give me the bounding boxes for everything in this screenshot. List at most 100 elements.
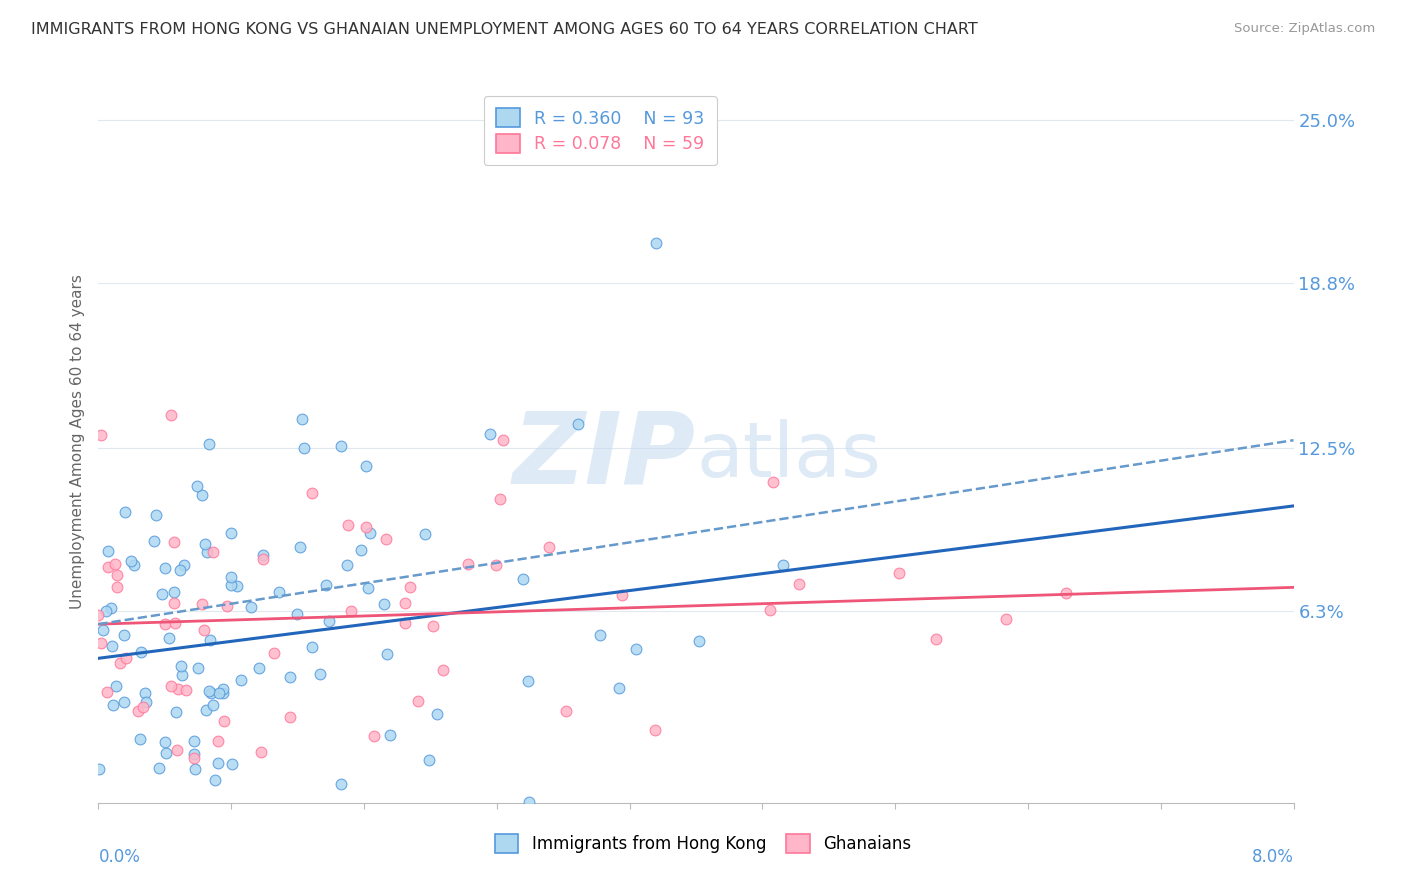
Point xyxy=(380,728,402,742)
Point xyxy=(215,599,238,614)
Point xyxy=(197,437,219,451)
Point xyxy=(87,762,110,776)
Point xyxy=(191,488,214,502)
Point xyxy=(607,681,630,695)
Point xyxy=(772,558,794,572)
Point xyxy=(263,646,285,660)
Point xyxy=(336,518,359,533)
Point xyxy=(457,557,479,571)
Point xyxy=(143,533,166,548)
Y-axis label: Unemployment Among Ages 60 to 64 years: Unemployment Among Ages 60 to 64 years xyxy=(69,274,84,609)
Point xyxy=(94,604,117,618)
Point xyxy=(91,623,114,637)
Point xyxy=(194,537,217,551)
Point xyxy=(354,519,377,533)
Point xyxy=(359,526,381,541)
Point xyxy=(195,545,218,559)
Point xyxy=(127,704,149,718)
Text: atlas: atlas xyxy=(696,419,880,493)
Point xyxy=(202,698,225,712)
Text: IMMIGRANTS FROM HONG KONG VS GHANAIAN UNEMPLOYMENT AMONG AGES 60 TO 64 YEARS COR: IMMIGRANTS FROM HONG KONG VS GHANAIAN UN… xyxy=(31,22,977,37)
Point xyxy=(418,753,440,767)
Point xyxy=(330,439,353,453)
Point xyxy=(394,615,416,630)
Point xyxy=(889,566,911,580)
Point xyxy=(208,685,231,699)
Point xyxy=(87,608,110,623)
Point xyxy=(645,235,668,250)
Point xyxy=(157,631,180,645)
Point xyxy=(200,686,222,700)
Point xyxy=(112,695,135,709)
Point xyxy=(114,505,136,519)
Point xyxy=(221,756,243,771)
Point xyxy=(187,660,209,674)
Point xyxy=(153,735,176,749)
Point xyxy=(762,475,785,490)
Text: 8.0%: 8.0% xyxy=(1251,847,1294,865)
Point xyxy=(229,673,252,687)
Point xyxy=(193,624,215,638)
Text: ZIP: ZIP xyxy=(513,408,696,505)
Point xyxy=(301,485,323,500)
Point xyxy=(219,525,242,540)
Point xyxy=(489,492,512,507)
Point xyxy=(288,540,311,554)
Point xyxy=(485,558,508,572)
Point xyxy=(537,540,560,554)
Point xyxy=(105,568,128,582)
Point xyxy=(207,734,229,748)
Point xyxy=(90,636,112,650)
Point xyxy=(183,762,205,776)
Point xyxy=(422,619,444,633)
Point xyxy=(167,681,190,696)
Point xyxy=(183,747,205,761)
Point xyxy=(925,632,948,646)
Point xyxy=(354,459,377,474)
Point xyxy=(160,408,183,422)
Point xyxy=(406,694,429,708)
Point xyxy=(309,667,332,681)
Point xyxy=(399,580,422,594)
Point xyxy=(198,684,221,698)
Point xyxy=(512,572,534,586)
Point xyxy=(198,633,221,648)
Point xyxy=(195,703,218,717)
Point xyxy=(148,761,170,775)
Point xyxy=(492,434,515,448)
Point xyxy=(688,633,710,648)
Point xyxy=(163,596,186,610)
Point xyxy=(226,579,249,593)
Point xyxy=(131,645,153,659)
Point xyxy=(432,663,454,677)
Point xyxy=(204,772,226,787)
Text: 0.0%: 0.0% xyxy=(98,847,141,865)
Point xyxy=(517,674,540,689)
Point xyxy=(426,706,449,721)
Point xyxy=(169,563,191,577)
Point xyxy=(318,614,340,628)
Point xyxy=(357,581,380,595)
Point xyxy=(252,548,274,562)
Point xyxy=(97,543,120,558)
Point xyxy=(759,603,782,617)
Point xyxy=(336,558,359,572)
Point xyxy=(373,597,395,611)
Point xyxy=(163,534,186,549)
Point xyxy=(160,679,183,693)
Point xyxy=(100,601,122,615)
Point xyxy=(207,756,229,770)
Point xyxy=(183,751,205,765)
Point xyxy=(104,557,127,571)
Legend: Immigrants from Hong Kong, Ghanaians: Immigrants from Hong Kong, Ghanaians xyxy=(486,826,920,862)
Point xyxy=(90,427,112,442)
Point xyxy=(212,714,235,729)
Point xyxy=(301,640,323,654)
Point xyxy=(1054,585,1077,599)
Point xyxy=(478,426,501,441)
Point xyxy=(145,508,167,522)
Point xyxy=(624,641,647,656)
Point xyxy=(285,607,308,621)
Point xyxy=(183,734,205,748)
Point xyxy=(122,558,145,573)
